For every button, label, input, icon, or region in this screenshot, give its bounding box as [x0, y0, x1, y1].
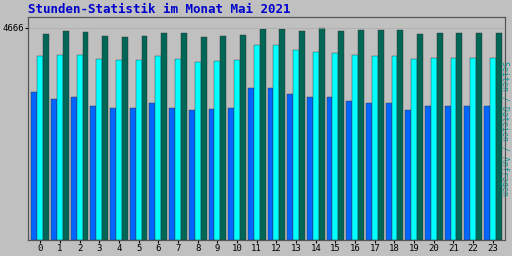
Bar: [464, 106, 470, 240]
Bar: [51, 99, 57, 240]
Bar: [215, 61, 220, 240]
Bar: [234, 60, 240, 240]
Bar: [77, 55, 82, 240]
Bar: [327, 97, 332, 240]
Bar: [437, 33, 443, 240]
Bar: [63, 31, 69, 240]
Bar: [189, 110, 195, 240]
Bar: [299, 31, 305, 240]
Bar: [273, 45, 280, 240]
Bar: [451, 58, 457, 240]
Bar: [175, 59, 181, 240]
Bar: [366, 103, 372, 240]
Bar: [417, 34, 423, 240]
Bar: [96, 59, 102, 240]
Bar: [476, 33, 482, 240]
Bar: [116, 60, 122, 240]
Bar: [358, 30, 364, 240]
Bar: [208, 109, 215, 240]
Bar: [470, 58, 476, 240]
Bar: [490, 58, 496, 240]
Bar: [201, 37, 206, 240]
Bar: [372, 56, 378, 240]
Bar: [254, 45, 260, 240]
Bar: [307, 97, 313, 240]
Bar: [386, 103, 392, 240]
Bar: [378, 30, 383, 240]
Bar: [37, 56, 43, 240]
Bar: [313, 52, 318, 240]
Bar: [397, 30, 403, 240]
Bar: [411, 59, 417, 240]
Bar: [268, 88, 273, 240]
Bar: [136, 60, 142, 240]
Bar: [444, 106, 451, 240]
Bar: [31, 92, 37, 240]
Bar: [195, 61, 201, 240]
Bar: [122, 37, 128, 240]
Bar: [293, 50, 299, 240]
Bar: [392, 56, 397, 240]
Bar: [150, 103, 155, 240]
Bar: [181, 33, 187, 240]
Bar: [287, 94, 293, 240]
Bar: [406, 110, 411, 240]
Bar: [496, 33, 502, 240]
Bar: [228, 108, 234, 240]
Bar: [318, 28, 325, 240]
Bar: [155, 56, 161, 240]
Bar: [431, 58, 437, 240]
Bar: [220, 36, 226, 240]
Bar: [71, 97, 77, 240]
Bar: [425, 106, 431, 240]
Bar: [57, 55, 63, 240]
Bar: [43, 34, 49, 240]
Y-axis label: Seiten / Dateien / Anfragen: Seiten / Dateien / Anfragen: [500, 61, 509, 196]
Bar: [338, 31, 344, 240]
Bar: [130, 108, 136, 240]
Bar: [102, 36, 108, 240]
Bar: [346, 101, 352, 240]
Bar: [110, 108, 116, 240]
Bar: [169, 108, 175, 240]
Bar: [240, 35, 246, 240]
Text: Stunden-Statistik im Monat Mai 2021: Stunden-Statistik im Monat Mai 2021: [29, 3, 291, 16]
Bar: [457, 33, 462, 240]
Bar: [91, 106, 96, 240]
Bar: [484, 106, 490, 240]
Bar: [82, 32, 89, 240]
Bar: [260, 29, 266, 240]
Bar: [352, 55, 358, 240]
Bar: [248, 88, 254, 240]
Bar: [332, 53, 338, 240]
Bar: [161, 33, 167, 240]
Bar: [142, 36, 147, 240]
Bar: [280, 29, 285, 240]
